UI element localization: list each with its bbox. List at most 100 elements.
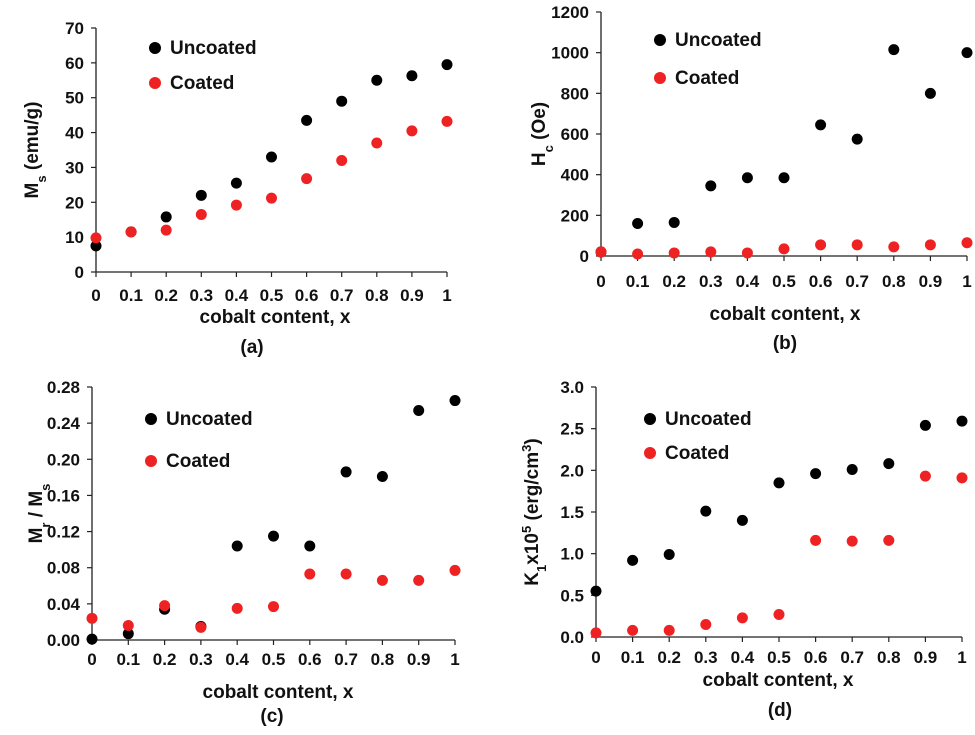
y-tick-label: 40: [65, 124, 84, 143]
y-tick-label: 1.5: [560, 503, 584, 522]
y-tick-label: 1000: [551, 44, 589, 63]
data-point-uncoated: [90, 240, 102, 252]
y-axis-label-text: (Oe): [529, 102, 550, 145]
legend-marker-uncoated: [644, 413, 656, 425]
y-tick-label: 0.08: [47, 559, 80, 578]
x-tick-label: 0.9: [407, 650, 431, 669]
x-tick-label: 0.9: [914, 648, 938, 667]
y-axis-label-text: / M: [26, 491, 47, 523]
y-tick-label: 0: [75, 263, 84, 282]
data-point-uncoated: [663, 549, 675, 560]
y-tick-label: 0.20: [47, 450, 80, 469]
legend-marker-uncoated: [149, 42, 161, 54]
data-point-coated: [773, 609, 785, 620]
x-tick-label: 0: [91, 286, 100, 305]
x-tick-label: 0.7: [334, 650, 358, 669]
y-axis-label-superscript-2: 3: [519, 445, 534, 452]
data-point-uncoated: [961, 47, 973, 59]
data-point-uncoated: [195, 189, 207, 201]
x-axis-label: cobalt content, x: [710, 304, 861, 325]
panel-caption: (b): [773, 333, 797, 354]
data-point-uncoated: [122, 628, 134, 640]
y-axis-label: Ms (emu/g): [22, 102, 49, 199]
data-point-coated: [668, 247, 680, 259]
y-tick-label: 2.5: [560, 420, 584, 439]
data-point-coated: [406, 125, 418, 137]
data-point-uncoated: [668, 216, 680, 228]
y-axis-label-text: (emu/g): [22, 102, 43, 176]
x-tick-label: 1: [450, 650, 459, 669]
y-tick-label: 400: [561, 166, 589, 185]
x-tick-label: 0: [591, 648, 600, 667]
legend-label-coated: Coated: [170, 73, 234, 94]
y-axis-label-superscript: 5: [519, 526, 534, 533]
y-axis-label-main: H: [529, 152, 550, 166]
legend-label-coated: Coated: [665, 443, 729, 464]
data-point-uncoated: [810, 468, 822, 480]
x-tick-label: 0.1: [119, 286, 143, 305]
x-tick-label: 0.8: [877, 648, 901, 667]
x-tick-label: 0.6: [809, 272, 833, 291]
data-point-uncoated: [846, 464, 858, 475]
data-point-coated: [125, 226, 137, 238]
data-point-uncoated: [778, 172, 790, 184]
x-tick-label: 0.3: [699, 272, 723, 291]
data-point-coated: [705, 246, 717, 258]
data-point-uncoated: [851, 133, 863, 145]
data-point-coated: [304, 568, 316, 580]
x-axis-label: cobalt content, x: [203, 682, 354, 703]
data-point-uncoated: [406, 70, 418, 82]
data-point-uncoated: [700, 505, 712, 517]
legend-label-uncoated: Uncoated: [170, 38, 257, 59]
data-point-coated: [888, 241, 900, 253]
data-point-coated: [961, 237, 973, 249]
y-axis-label: K1x105 (erg/cm3): [519, 438, 549, 585]
y-axis-label: Hc (Oe): [529, 102, 556, 166]
data-point-coated: [340, 568, 352, 580]
y-tick-label: 200: [561, 206, 589, 225]
y-tick-label: 70: [65, 19, 84, 38]
data-point-coated: [956, 472, 968, 484]
data-point-coated: [810, 534, 822, 546]
data-point-uncoated: [301, 114, 313, 126]
y-tick-label: 1.0: [560, 545, 584, 564]
data-point-uncoated: [371, 74, 383, 86]
y-axis-label: Mr / Ms: [26, 484, 53, 544]
data-point-coated: [590, 627, 602, 639]
data-point-coated: [266, 192, 277, 204]
y-axis-label-subscript: c: [541, 145, 556, 152]
data-point-coated: [663, 624, 675, 636]
data-point-uncoated: [413, 404, 425, 416]
x-tick-label: 0.4: [736, 272, 760, 291]
data-point-coated: [230, 199, 242, 211]
x-tick-label: 0.1: [116, 650, 140, 669]
data-point-coated: [371, 137, 383, 149]
data-point-uncoated: [449, 395, 461, 407]
data-point-coated: [778, 243, 790, 255]
x-tick-label: 1: [957, 648, 966, 667]
y-tick-label: 50: [65, 89, 84, 108]
y-tick-label: 0.28: [47, 378, 80, 397]
x-tick-label: 0.5: [772, 272, 796, 291]
y-axis-label-main: M: [22, 183, 43, 199]
y-axis-label-subscript: r: [38, 523, 53, 528]
y-tick-label: 0: [580, 247, 589, 266]
data-point-coated: [195, 621, 207, 633]
data-point-coated: [90, 232, 102, 244]
legend-marker-coated: [145, 455, 157, 467]
chart-panel-a: 0 10 20 30 40 50 60 70 0 0.1 0.2 0.3 0.4 0.5 0.6 0.7 0.8…: [22, 19, 453, 358]
y-axis-label-main: M: [26, 528, 47, 544]
x-tick-label: 0.2: [657, 648, 681, 667]
data-point-uncoated: [919, 419, 931, 431]
data-point-uncoated: [441, 59, 453, 71]
data-point-uncoated: [888, 44, 900, 56]
data-point-coated: [160, 224, 172, 236]
x-tick-label: 0.3: [189, 286, 213, 305]
x-tick-label: 0.5: [260, 286, 284, 305]
x-tick-label: 0.4: [225, 650, 249, 669]
data-point-coated: [627, 624, 639, 636]
y-axis-label-subscript: 1: [534, 565, 549, 572]
data-point-uncoated: [304, 540, 316, 552]
data-point-uncoated: [160, 211, 172, 223]
